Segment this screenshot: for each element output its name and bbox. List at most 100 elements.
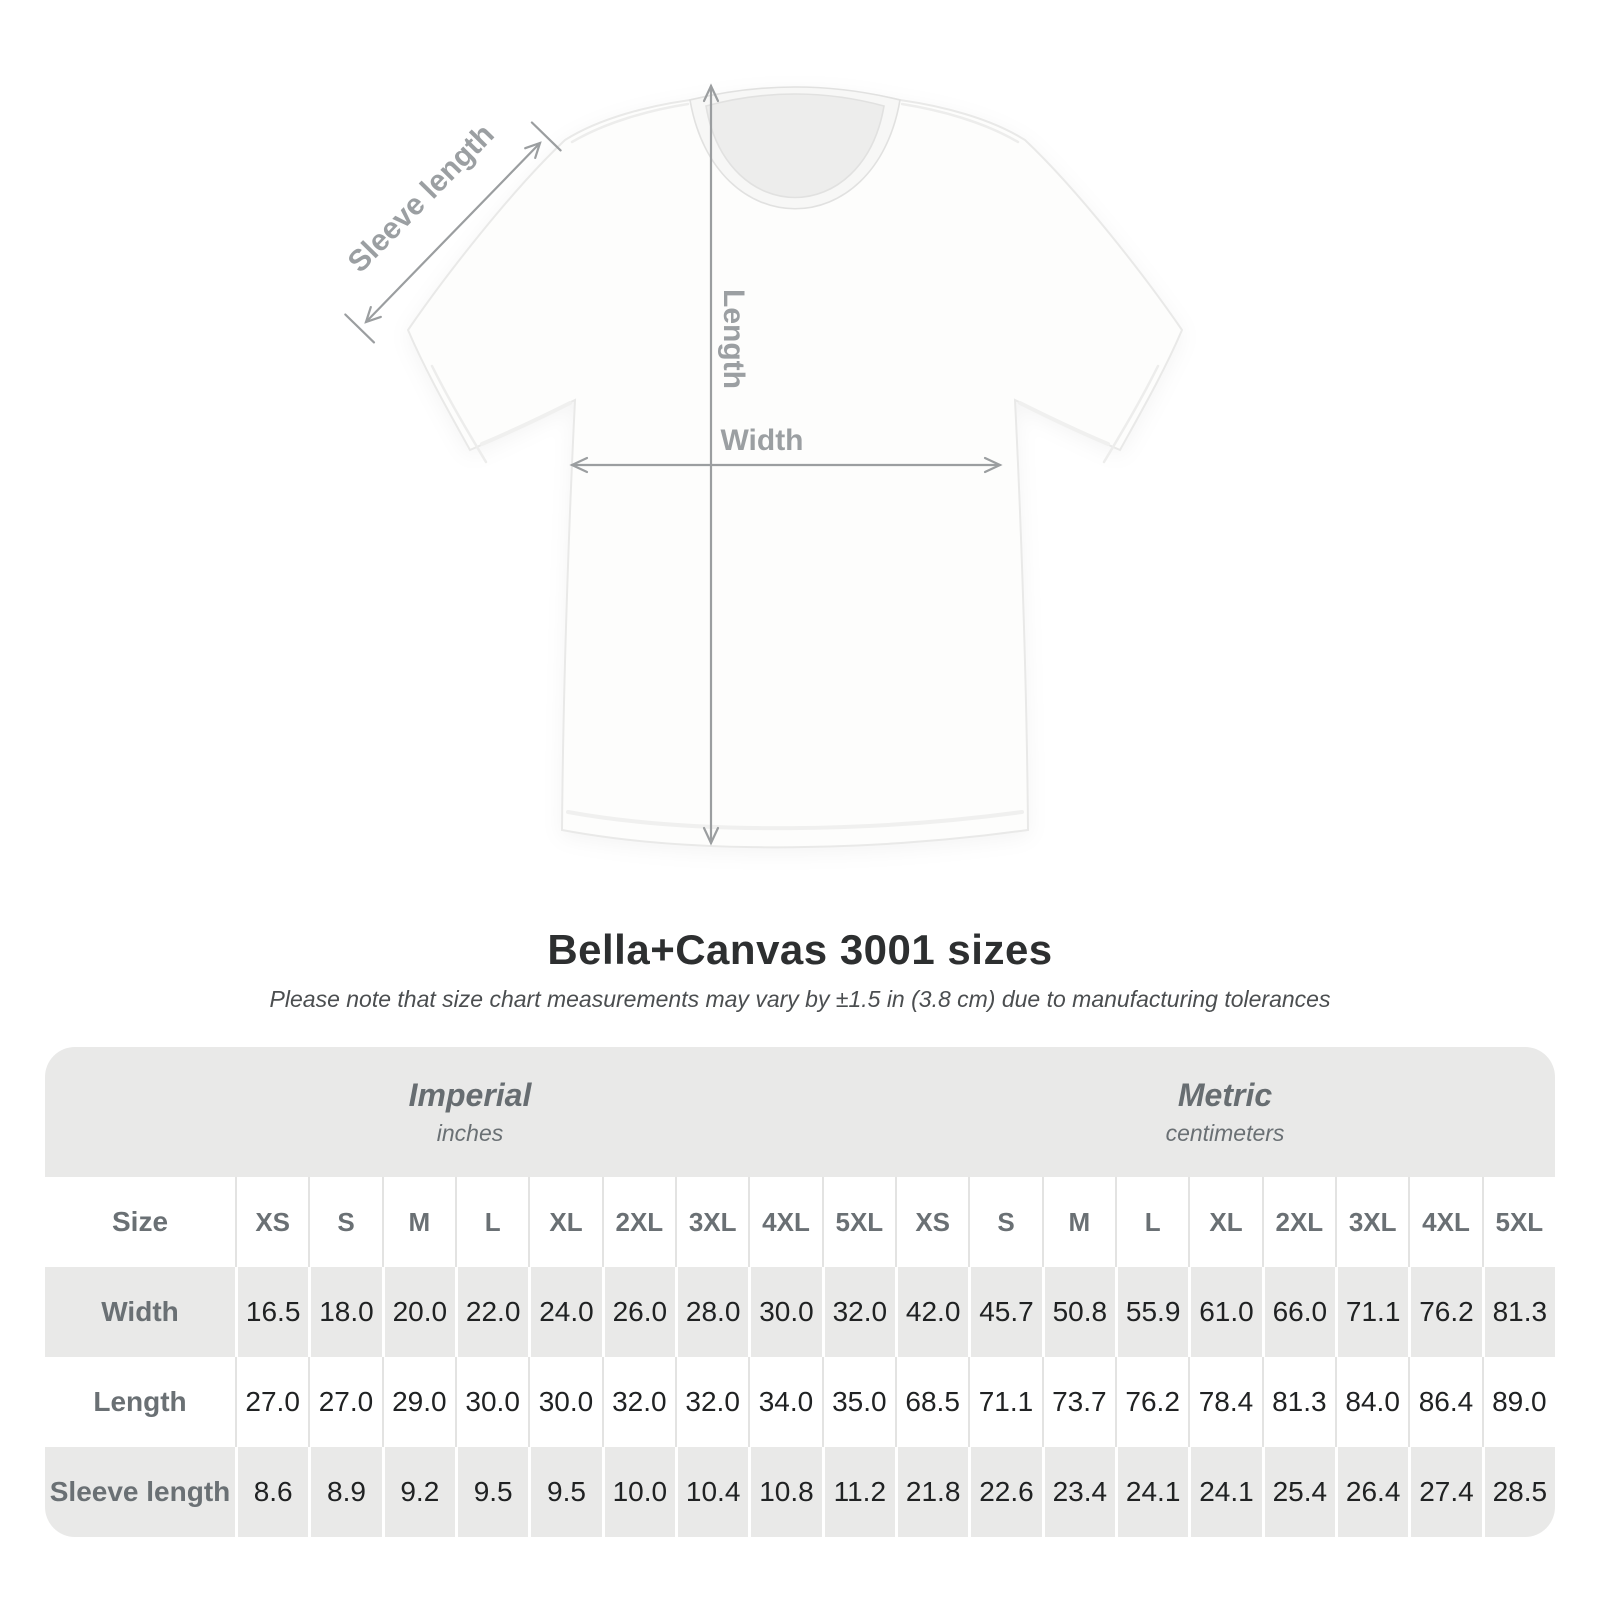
size-header-cell: S [308,1177,381,1267]
size-column-label: Size [111,1206,169,1237]
value-cell: 71.1 [968,1357,1041,1447]
value-cell: 24.0 [528,1267,601,1357]
value-cell: 84.0 [1335,1357,1408,1447]
units-header-row: Imperial inches Metric centimeters [45,1047,1555,1177]
value-cell: 68.5 [895,1357,968,1447]
tshirt-body [406,87,1184,849]
value-cell: 23.4 [1041,1447,1115,1537]
width-label: Width [720,424,803,457]
value-cell: 32.0 [821,1267,895,1357]
value-cell: 16.5 [235,1267,308,1357]
value-cell: 78.4 [1188,1357,1261,1447]
size-header-cell: L [1115,1177,1188,1267]
value-cell: 30.0 [748,1267,821,1357]
table-row-width: Width 16.5 18.0 20.0 22.0 24.0 26.0 28.0… [45,1267,1555,1357]
value-cell: 42.0 [895,1267,968,1357]
value-cell: 55.9 [1115,1267,1188,1357]
size-header-row: Size XS S M L XL 2XL 3XL 4XL 5XL XS S M … [45,1177,1555,1267]
value-cell: 45.7 [968,1267,1041,1357]
size-header-cell: 4XL [1408,1177,1481,1267]
size-header-cell: XS [895,1177,968,1267]
value-cell: 81.3 [1261,1357,1335,1447]
value-cell: 25.4 [1261,1447,1335,1537]
length-label: Length [717,289,750,389]
value-cell: 27.0 [235,1357,308,1447]
value-cell: 10.4 [675,1447,748,1537]
value-cell: 27.0 [308,1357,381,1447]
value-cell: 61.0 [1188,1267,1261,1357]
value-cell: 71.1 [1335,1267,1408,1357]
size-header-cell: 4XL [748,1177,821,1267]
unit-name-imperial: Imperial [408,1077,532,1113]
value-cell: 30.0 [455,1357,528,1447]
value-cell: 8.9 [308,1447,381,1537]
size-header-cell: 5XL [1481,1177,1555,1267]
value-cell: 35.0 [821,1357,895,1447]
value-cell: 73.7 [1041,1357,1115,1447]
size-header-cell: 3XL [1335,1177,1408,1267]
table-row-length: Length 27.0 27.0 29.0 30.0 30.0 32.0 32.… [45,1357,1555,1447]
value-cell: 34.0 [748,1357,821,1447]
size-header-cell: M [381,1177,455,1267]
size-header-cell: S [968,1177,1041,1267]
value-cell: 24.1 [1115,1447,1188,1537]
size-header-cell: 2XL [1261,1177,1335,1267]
size-header-cell: XL [528,1177,601,1267]
value-cell: 24.1 [1188,1447,1261,1537]
value-cell: 50.8 [1041,1267,1115,1357]
value-cell: 27.4 [1408,1447,1481,1537]
value-cell: 10.8 [748,1447,821,1537]
hem-stitch [566,810,1024,831]
value-cell: 28.5 [1481,1447,1555,1537]
value-cell: 20.0 [381,1267,455,1357]
value-cell: 22.6 [968,1447,1041,1537]
unit-name-metric: Metric [1177,1077,1273,1113]
tshirt-illustration: Length Width Sleeve length [342,83,1184,849]
sleeve-length-arrow [344,121,562,344]
left-cuff-seam [430,364,488,464]
row-label: Sleeve length [49,1476,231,1507]
row-label: Length [93,1386,187,1417]
value-cell: 86.4 [1408,1357,1481,1447]
value-cell: 26.0 [601,1267,675,1357]
value-cell: 10.0 [601,1447,675,1537]
size-header-cell: XS [235,1177,308,1267]
size-header-cell: 2XL [601,1177,675,1267]
value-cell: 11.2 [821,1447,895,1537]
value-cell: 9.2 [381,1447,455,1537]
value-cell: 22.0 [455,1267,528,1357]
unit-header-metric: Metric centimeters [895,1047,1555,1177]
value-cell: 76.2 [1115,1357,1188,1447]
tshirt-graphic [406,86,1184,849]
value-cell: 89.0 [1481,1357,1555,1447]
value-cell: 21.8 [895,1447,968,1537]
size-header-cell: XL [1188,1177,1261,1267]
value-cell: 81.3 [1481,1267,1555,1357]
size-chart-table: Imperial inches Metric centimeters Size … [45,1047,1555,1537]
left-underarm-fold [480,401,572,446]
value-cell: 32.0 [601,1357,675,1447]
size-header-cell: 3XL [675,1177,748,1267]
value-cell: 76.2 [1408,1267,1481,1357]
value-cell: 9.5 [455,1447,528,1537]
unit-subtitle-metric: centimeters [1165,1120,1285,1146]
right-shoulder-seam [900,102,1020,144]
width-arrow [569,456,1003,474]
right-cuff-seam [1102,364,1160,464]
unit-header-imperial: Imperial inches [45,1047,895,1177]
left-shoulder-seam [570,102,690,144]
value-cell: 9.5 [528,1447,601,1537]
value-cell: 18.0 [308,1267,381,1357]
value-cell: 29.0 [381,1357,455,1447]
value-cell: 8.6 [235,1447,308,1537]
size-header-cell: M [1041,1177,1115,1267]
row-label: Width [101,1296,179,1327]
value-cell: 66.0 [1261,1267,1335,1357]
size-header-cell: 5XL [821,1177,895,1267]
page-title: Bella+Canvas 3001 sizes [547,926,1053,973]
tolerance-note: Please note that size chart measurements… [269,986,1331,1012]
value-cell: 30.0 [528,1357,601,1447]
value-cell: 32.0 [675,1357,748,1447]
neck-opening [706,94,884,198]
